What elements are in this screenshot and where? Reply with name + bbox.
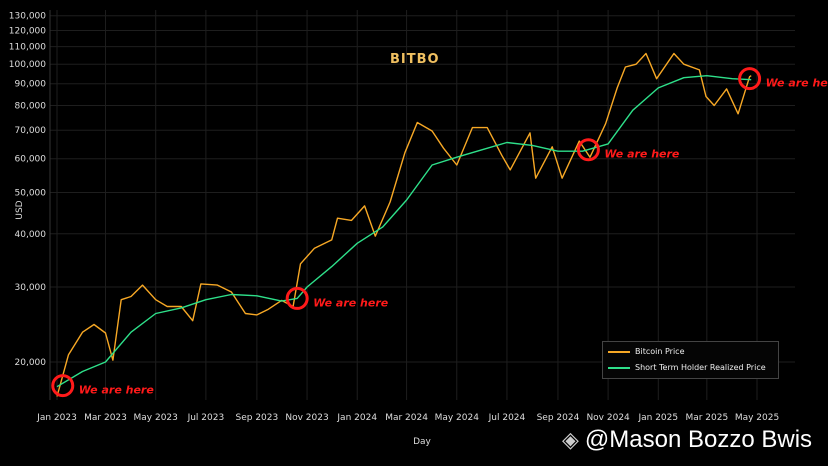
y-tick-label: 70,000 — [15, 126, 47, 136]
highlight-circle — [285, 286, 309, 310]
annotation-label: We are here — [313, 296, 389, 309]
binance-icon: ◈ — [562, 427, 579, 452]
x-tick-label: Sep 2023 — [236, 413, 279, 423]
highlight-circle — [51, 374, 75, 398]
y-tick-label: 120,000 — [9, 27, 46, 37]
annotation-label: We are here — [79, 384, 155, 397]
legend: Bitcoin Price Short Term Holder Realized… — [602, 341, 779, 379]
y-tick-label: 80,000 — [15, 102, 47, 112]
x-tick-label: Mar 2025 — [685, 413, 728, 423]
x-tick-label: May 2025 — [735, 413, 779, 423]
y-tick-label: 50,000 — [15, 188, 47, 198]
highlight-circle — [738, 67, 762, 91]
x-tick-label: Jul 2024 — [488, 413, 526, 423]
y-tick-label: 90,000 — [15, 80, 47, 90]
x-tick-label: Jan 2024 — [336, 413, 377, 423]
watermark-text: @Mason Bozzo Bwis — [584, 426, 813, 453]
legend-item-sth: Short Term Holder Realized Price — [608, 361, 778, 374]
legend-swatch-sth — [608, 366, 630, 369]
x-tick-label: Mar 2023 — [84, 413, 127, 423]
x-tick-label: Nov 2024 — [586, 413, 630, 423]
x-tick-label: Sep 2024 — [537, 413, 580, 423]
legend-swatch-price — [608, 350, 630, 353]
y-tick-label: 130,000 — [9, 12, 46, 22]
x-tick-label: May 2023 — [134, 413, 178, 423]
y-tick-label: 40,000 — [15, 230, 47, 240]
x-tick-label: May 2024 — [435, 413, 480, 423]
y-tick-label: 100,000 — [9, 60, 46, 70]
annotation-label: We are here — [604, 148, 680, 161]
x-axis-label: Day — [413, 437, 431, 447]
y-tick-label: 60,000 — [15, 155, 47, 165]
highlight-circle — [576, 138, 600, 162]
y-tick-label: 20,000 — [15, 358, 47, 368]
bitbo-logo: BITBO — [390, 52, 440, 67]
y-axis-label: USD — [15, 200, 25, 219]
y-tick-label: 30,000 — [15, 283, 47, 293]
x-tick-label: Jan 2023 — [36, 413, 77, 423]
x-tick-label: Jul 2023 — [187, 413, 225, 423]
legend-item-price: Bitcoin Price — [608, 345, 778, 358]
sth-realized-price-line — [56, 74, 752, 388]
x-tick-label: Nov 2023 — [285, 413, 328, 423]
x-tick-label: Mar 2024 — [385, 413, 428, 423]
annotation-label: We are here — [766, 77, 828, 90]
legend-label-sth: Short Term Holder Realized Price — [635, 363, 766, 372]
watermark: ◈ @Mason Bozzo Bwis — [562, 426, 812, 454]
y-tick-label: 110,000 — [9, 43, 46, 53]
legend-label-price: Bitcoin Price — [635, 347, 685, 356]
x-tick-label: Jan 2025 — [637, 413, 678, 423]
